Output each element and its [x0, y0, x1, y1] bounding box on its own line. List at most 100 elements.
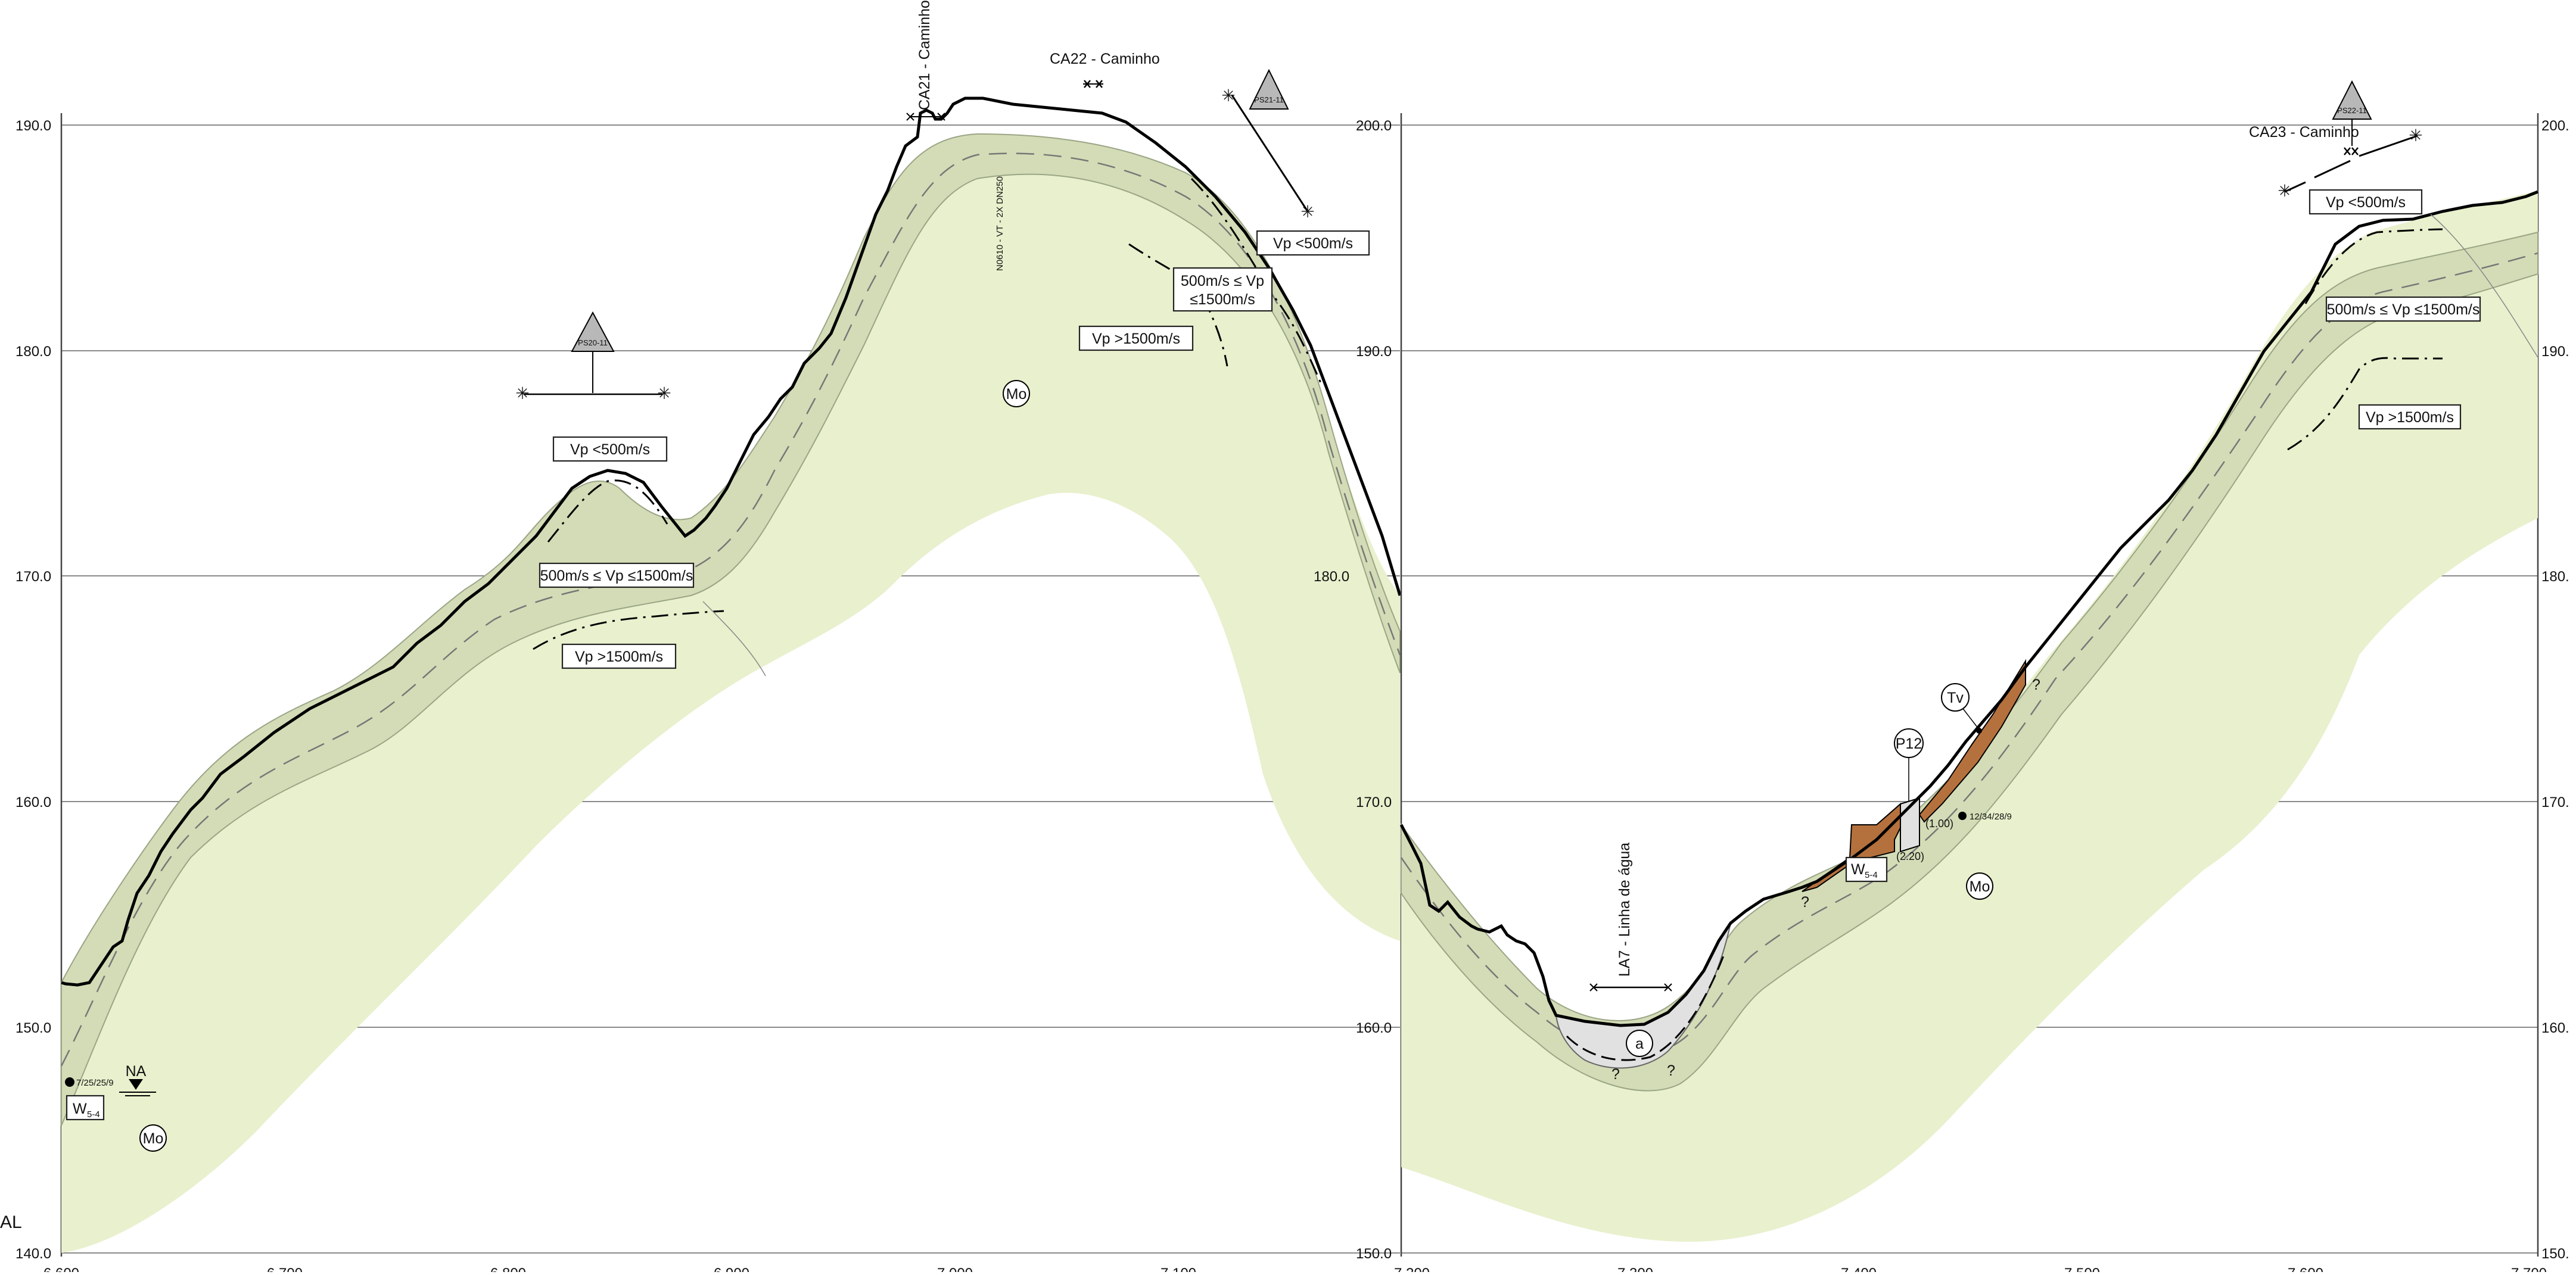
svg-text:Vp >1500m/s: Vp >1500m/s — [575, 649, 663, 665]
svg-text:P12: P12 — [1896, 735, 1922, 752]
svg-text:7.400: 7.400 — [1841, 1265, 1877, 1272]
svg-text:200.: 200. — [2541, 118, 2569, 134]
svg-text:500m/s ≤ Vp: 500m/s ≤ Vp — [1181, 273, 1264, 289]
svg-text:6.700: 6.700 — [267, 1265, 303, 1272]
colluvium-patch-lower — [1802, 802, 1901, 892]
svg-text:a: a — [1635, 1036, 1644, 1052]
svg-text:180.0: 180.0 — [15, 344, 51, 360]
unit-tv-circle: Tv — [1941, 683, 1982, 734]
svg-text:Vp <500m/s: Vp <500m/s — [1273, 235, 1353, 252]
vp-mid-label-b: 500m/s ≤ Vp ≤1500m/s — [1172, 267, 1273, 312]
svg-text:7.300: 7.300 — [1617, 1265, 1653, 1272]
svg-text:170.: 170. — [2541, 794, 2569, 810]
svg-text:PS20-11: PS20-11 — [578, 338, 608, 347]
vp-low-label-a: Vp <500m/s — [552, 436, 668, 462]
svg-text:500m/s ≤ Vp ≤1500m/s: 500m/s ≤ Vp ≤1500m/s — [2327, 301, 2480, 318]
water-level-marker: NA — [119, 1063, 156, 1096]
svg-text:160.0: 160.0 — [15, 794, 51, 810]
svg-text:190.0: 190.0 — [1356, 344, 1392, 360]
vp-mid-label-a: 500m/s ≤ Vp ≤1500m/s — [539, 562, 695, 588]
svg-text:W: W — [1851, 861, 1865, 878]
test-pit-p12-label: P12 — [1894, 728, 1924, 801]
svg-text:150.0: 150.0 — [1356, 1246, 1392, 1262]
road-ca23-label: CA23 - Caminho — [2249, 124, 2359, 141]
svg-text:5-4: 5-4 — [87, 1109, 100, 1120]
right-chainage-axis: 7.200 7.300 7.400 7.500 7.600 7.700 — [1394, 1265, 2547, 1275]
svg-text:500m/s ≤ Vp ≤1500m/s: 500m/s ≤ Vp ≤1500m/s — [540, 568, 693, 584]
svg-text:Vp >1500m/s: Vp >1500m/s — [1092, 331, 1180, 347]
left-profile-panel: CA21 - Caminho CA22 - Caminho N0610 - VT… — [0, 0, 1402, 1275]
svg-text:7.100: 7.100 — [1161, 1265, 1196, 1272]
svg-text:Mo: Mo — [143, 1130, 164, 1147]
survey-triangle-b: PS21-11 ✳ ✳ — [1221, 68, 1315, 221]
svg-text:PS21-11: PS21-11 — [1254, 95, 1284, 104]
borehole-marker: 7/25/25/9 W 5-4 — [65, 1077, 114, 1121]
svg-text:PS22-11: PS22-11 — [2337, 106, 2367, 115]
svg-text:Mo: Mo — [1006, 386, 1027, 403]
svg-text:6.800: 6.800 — [490, 1265, 526, 1272]
vp-boundary-high-peak — [533, 610, 724, 650]
vp-high-label-right: Vp >1500m/s — [2358, 404, 2462, 430]
unit-mo-circle-right: Mo — [1966, 872, 1993, 900]
terrain-surface-line-right — [1399, 190, 2538, 1027]
svg-text:190.0: 190.0 — [15, 118, 51, 134]
vp-low-label-b: Vp <500m/s — [1256, 230, 1370, 256]
unit-mo-circle-top: Mo — [1003, 380, 1030, 407]
uncertain-marker-2: ? — [1667, 1062, 1675, 1079]
left-chainage-axis: 6.600 6.700 6.800 6.900 7.000 7.100 — [43, 1265, 1196, 1275]
svg-text:✳: ✳ — [515, 384, 529, 403]
svg-text:150.: 150. — [2541, 1246, 2569, 1262]
svg-text:170.0: 170.0 — [15, 569, 51, 585]
svg-text:160.0: 160.0 — [1356, 1020, 1392, 1036]
weathered-rock-zone — [61, 134, 1400, 1253]
svg-text:7/25/25/9: 7/25/25/9 — [76, 1078, 114, 1088]
svg-text:✳: ✳ — [2278, 182, 2291, 200]
uncertain-marker-3: ? — [1801, 894, 1809, 911]
svg-text:Vp >1500m/s: Vp >1500m/s — [2366, 409, 2454, 426]
svg-text:7.600: 7.600 — [2288, 1265, 2323, 1272]
road-ca21-label: CA21 - Caminho — [916, 0, 933, 110]
uncertain-marker-1: ? — [1611, 1066, 1620, 1083]
right-elevation-axis-left: 200.0 190.0 170.0 160.0 150.0 — [1356, 118, 1392, 1262]
uncertain-marker-4: ? — [2032, 677, 2040, 693]
svg-text:W: W — [73, 1101, 87, 1117]
svg-text:180.: 180. — [2541, 569, 2569, 585]
survey-triangle-c: PS22-11 — [2332, 80, 2372, 146]
road-ca22-label: CA22 - Caminho — [1050, 51, 1160, 67]
vp-high-label-a: Vp >1500m/s — [561, 643, 677, 669]
svg-text:7.500: 7.500 — [2064, 1265, 2100, 1272]
survey-triangle-a: PS20-11 ✳ ✳ — [515, 311, 671, 403]
svg-text:Tv: Tv — [1947, 690, 1964, 706]
decompressed-band — [61, 133, 1401, 1126]
unit-mo-circle-bottom: Mo — [139, 1124, 167, 1152]
svg-text:160.: 160. — [2541, 1020, 2569, 1036]
sampling-point-marker: 12/34/28/9 — [1958, 812, 2012, 822]
weathering-label-right: W 5-4 — [1845, 856, 1888, 883]
terrain-surface-line — [61, 96, 1402, 987]
svg-text:✳: ✳ — [2409, 126, 2422, 145]
svg-text:6.900: 6.900 — [714, 1265, 749, 1272]
svg-text:NA: NA — [126, 1063, 147, 1080]
watercourse-la7: LA7 - Linha de água — [1589, 843, 1672, 992]
svg-text:✳: ✳ — [1301, 202, 1314, 221]
svg-text:200.0: 200.0 — [1356, 118, 1392, 134]
decompressed-band-right — [1401, 231, 2538, 1092]
svg-text:170.0: 170.0 — [1356, 794, 1392, 810]
svg-text:✳: ✳ — [657, 384, 671, 403]
svg-text:12/34/28/9: 12/34/28/9 — [1970, 812, 2012, 822]
vp-high-label-b: Vp >1500m/s — [1078, 325, 1194, 351]
pipe-label: N0610 - VT - 2X DN250 — [995, 176, 1005, 271]
svg-text:140.0: 140.0 — [15, 1246, 51, 1262]
svg-text:LA7 - Linha de água: LA7 - Linha de água — [1616, 843, 1633, 977]
svg-text:✳: ✳ — [1221, 86, 1235, 105]
vp-boundary-high-right — [1128, 243, 1228, 367]
right-elevation-axis-right: 200. 190. 180. 170. 160. 150. — [2541, 118, 2569, 1262]
right-profile-panel: CA23 - Caminho ✳ ✳ PS22-11 Vp <500m/s 50… — [1356, 80, 2569, 1275]
colluvium-patch-upper — [1918, 659, 2026, 823]
depth-label-1: (1.00) — [1925, 818, 1953, 830]
mid-elevation-marker: 180.0 — [1314, 569, 1349, 585]
svg-text:190.: 190. — [2541, 344, 2569, 360]
depth-label-2: (2.20) — [1896, 850, 1924, 862]
left-elevation-axis: 190.0 180.0 170.0 160.0 150.0 140.0 — [15, 118, 51, 1262]
